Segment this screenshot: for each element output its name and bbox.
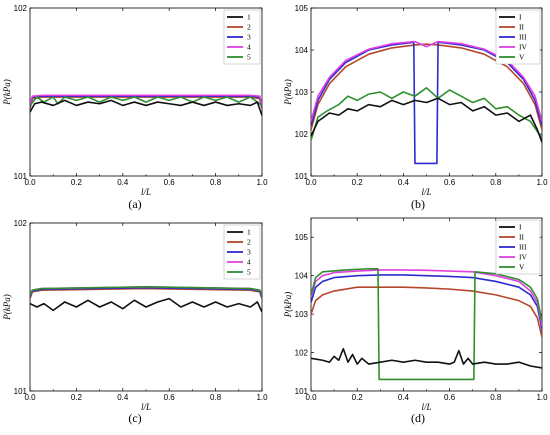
legend-label: 1 [247,13,251,22]
y-tick-label: 105 [295,4,309,13]
series-line-5 [30,96,262,107]
series-line-IV [311,269,542,326]
x-axis-label: l/L [141,187,151,197]
legend-label: IV [519,43,527,52]
x-tick-label: 1.0 [536,178,548,187]
x-tick-label: 0.8 [490,178,502,187]
y-tick-label: 102 [295,130,309,139]
x-tick-label: 1.0 [256,393,268,402]
legend-label: 2 [247,23,251,32]
y-tick-label: 104 [295,46,309,55]
x-tick-label: 0.2 [352,393,364,402]
legend-label: V [519,53,525,62]
series-line-I [311,347,542,369]
legend-label: V [519,263,525,272]
series-line-IV [311,40,542,122]
x-axis-label: l/L [421,402,431,412]
series-line-II [311,43,542,131]
y-axis-label: P(kPa) [2,294,12,320]
x-tick-label: 0.8 [210,178,222,187]
series-line-I [311,97,542,143]
legend-label: III [519,243,527,252]
y-tick-label: 101 [295,387,309,396]
legend-label: III [519,33,527,42]
x-tick-label: 0.2 [352,178,364,187]
y-axis-label: P(kPa) [283,292,293,318]
series-line-V [311,87,542,141]
x-tick-label: 0.2 [71,178,83,187]
legend-label: I [519,223,522,232]
series-line-5 [30,286,262,296]
y-axis-label: P(kPa) [283,79,293,105]
legend-label: 2 [247,238,251,247]
legend-label: IV [519,253,527,262]
x-tick-label: 0.0 [305,393,317,402]
x-tick-label: 0.4 [398,393,410,402]
chart-panel-d: 0.0 0.2 0.4 0.6 0.8 1.0 101 102 103 104 105 l/L P(kP… [283,217,548,425]
series-line-III [311,274,542,330]
x-tick-label: 0.6 [164,393,176,402]
chart-panel-b: 0.0 0.2 0.4 0.6 0.8 1.0 101 102 103 104 105 l/L P(kP… [283,4,548,211]
x-tick-label: 0.6 [444,178,456,187]
y-tick-label: 103 [295,310,309,319]
series-group [311,40,542,165]
y-tick-label: 101 [14,387,28,396]
series-group [311,267,542,381]
series-line-2 [30,287,262,299]
x-tick-label: 0.6 [164,178,176,187]
x-tick-label: 0.0 [305,178,317,187]
legend-label: 5 [247,53,251,62]
x-tick-label: 0.4 [117,393,129,402]
x-tick-label: 0.8 [210,393,222,402]
legend-label: 4 [247,43,251,52]
y-axis-label: P(kPa) [2,79,12,105]
x-tick-label: 0.8 [490,393,502,402]
series-group [30,286,262,313]
x-tick-label: 0.4 [398,178,410,187]
x-tick-label: 0.6 [444,393,456,402]
x-tick-label: 0.0 [24,393,36,402]
y-tick-label: 101 [295,172,309,181]
series-line-4 [30,94,262,106]
legend-label: 3 [247,33,251,42]
x-tick-label: 1.0 [536,393,548,402]
panel-caption: (c) [128,411,141,425]
y-tick-label: 103 [295,88,309,97]
x-tick-label: 1.0 [256,178,268,187]
x-axis-label: l/L [141,402,151,412]
panel-caption: (d) [411,411,425,425]
series-line-III [311,41,542,165]
series-line-2 [30,96,262,109]
legend-label: II [519,23,524,32]
x-tick-label: 0.2 [71,393,83,402]
series-line-1 [30,99,262,116]
series-line-V [311,267,542,381]
y-tick-label: 102 [14,219,28,228]
legend-label: 1 [247,228,251,237]
panel-caption: (b) [411,197,425,211]
y-tick-label: 104 [295,272,309,281]
x-tick-label: 0.4 [117,178,129,187]
x-axis-label: l/L [421,187,431,197]
y-tick-label: 102 [295,349,309,358]
legend-label: II [519,233,524,242]
legend-label: 3 [247,248,251,257]
series-line-II [311,286,542,338]
panel-caption: (a) [128,197,141,211]
y-tick-label: 101 [14,172,28,181]
y-tick-label: 102 [14,4,28,13]
y-tick-label: 105 [295,233,309,242]
x-tick-label: 0.0 [24,178,36,187]
series-group [30,94,262,116]
legend-label: I [519,13,522,22]
series-line-1 [30,297,262,313]
legend-label: 5 [247,268,251,277]
legend-label: 4 [247,258,251,267]
